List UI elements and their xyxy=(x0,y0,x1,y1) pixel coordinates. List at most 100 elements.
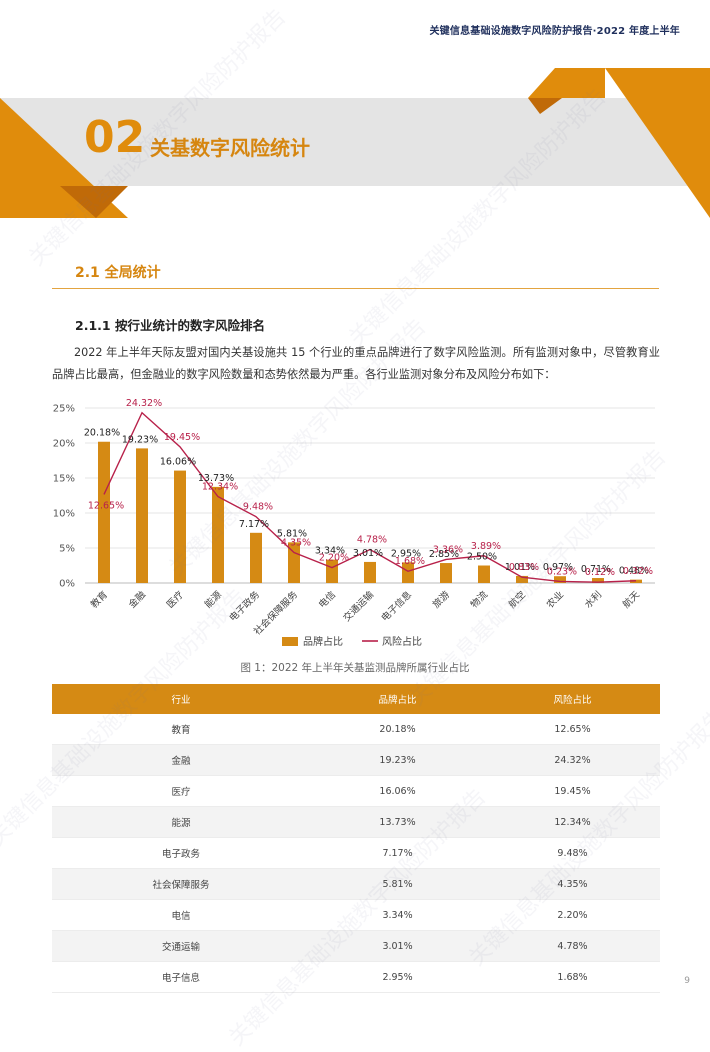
subsection-divider xyxy=(52,288,659,289)
line-value-label: 3.89% xyxy=(471,541,501,552)
line-value-label: 9.48% xyxy=(243,502,273,513)
x-category-label: 物流 xyxy=(468,588,490,610)
x-category-label: 电子信息 xyxy=(379,589,414,624)
bar-brand-share xyxy=(136,448,148,583)
bar-brand-share xyxy=(212,486,224,583)
bar-value-label: 19.23% xyxy=(122,434,158,445)
table-row: 能源 13.73% 12.34% xyxy=(52,806,660,838)
bar-value-label: 13.73% xyxy=(198,473,234,484)
section-title: 关基数字风险统计 xyxy=(150,136,310,160)
industry-cell: 社会保障服务 xyxy=(52,868,311,900)
bar-brand-share xyxy=(592,578,604,583)
y-tick-label: 25% xyxy=(53,404,75,415)
risk-share-cell: 4.78% xyxy=(485,930,660,962)
line-value-label: 4.35% xyxy=(281,538,311,549)
bar-brand-share xyxy=(98,441,110,583)
brand-share-cell: 5.81% xyxy=(310,868,486,900)
table-header-row: 行业 品牌占比 风险占比 xyxy=(52,684,660,714)
bar-brand-share xyxy=(440,563,452,583)
table-header-industry: 行业 xyxy=(52,684,311,714)
line-value-label: 19.45% xyxy=(164,432,200,443)
table-row: 电子政务 7.17% 9.48% xyxy=(52,837,660,869)
brand-share-cell: 3.01% xyxy=(310,930,486,962)
y-tick-label: 5% xyxy=(59,544,75,555)
line-risk-share xyxy=(103,411,637,583)
bar-value-label: 7.17% xyxy=(239,519,269,530)
bar-brand-share xyxy=(250,532,262,583)
industry-cell: 教育 xyxy=(52,714,311,745)
legend-swatch-brand xyxy=(282,637,298,646)
x-category-label: 能源 xyxy=(202,588,224,610)
brand-share-cell: 13.73% xyxy=(310,806,486,838)
table-row: 社会保障服务 5.81% 4.35% xyxy=(52,868,660,900)
bar-value-label: 20.18% xyxy=(84,428,120,439)
x-category-label: 航天 xyxy=(620,588,642,610)
x-category-label: 医疗 xyxy=(164,588,186,610)
line-value-label: 0.12% xyxy=(585,567,615,578)
table-row: 金融 19.23% 24.32% xyxy=(52,744,660,776)
risk-share-cell: 12.65% xyxy=(485,714,660,745)
banner-decoration xyxy=(0,68,710,218)
legend-label-risk: 风险占比 xyxy=(382,635,422,648)
x-category-label: 农业 xyxy=(544,589,566,611)
bar-value-label: 1.01% xyxy=(505,562,535,573)
industry-cell: 交通运输 xyxy=(52,930,311,962)
bar-value-label: 2.50% xyxy=(467,552,497,563)
x-category-label: 金融 xyxy=(126,588,148,610)
bar-brand-share xyxy=(554,576,566,583)
line-value-label: 4.78% xyxy=(357,535,387,546)
brand-share-cell: 16.06% xyxy=(310,775,486,807)
legend-label-brand: 品牌占比 xyxy=(303,635,343,648)
bar-value-label: 16.06% xyxy=(160,457,196,468)
x-category-label: 水利 xyxy=(582,589,604,611)
section-number: 02 xyxy=(84,112,146,163)
line-value-label: 0.23% xyxy=(547,566,577,577)
brand-share-cell: 20.18% xyxy=(310,714,486,745)
table-row: 电子信息 2.95% 1.68% xyxy=(52,961,660,993)
industry-chart: 0% 5% 10% 15% 20% 25% 20.18%19.23% 16.06%13.73%… xyxy=(53,398,655,648)
industry-table: 行业 品牌占比 风险占比 教育 20.18% 12.65% 金融 19.23% 24.32… xyxy=(52,684,660,993)
risk-share-cell: 19.45% xyxy=(485,775,660,807)
line-value-label: 24.32% xyxy=(126,398,162,409)
line-value-label: 1.68% xyxy=(395,556,425,567)
x-category-label: 旅游 xyxy=(430,588,452,610)
subsection-title: 2.1 全局统计 xyxy=(75,265,161,281)
intro-paragraph: 2022 年上半年天际友盟对国内关基设施共 15 个行业的重点品牌进行了数字风险… xyxy=(52,346,660,381)
bar-value-label: 0.48% xyxy=(619,566,649,577)
y-tick-label: 0% xyxy=(59,579,75,590)
risk-share-cell: 4.35% xyxy=(485,868,660,900)
line-value-label: 12.34% xyxy=(202,482,238,493)
risk-share-cell: 12.34% xyxy=(485,806,660,838)
industry-cell: 电子信息 xyxy=(52,961,311,993)
running-header: 关键信息基础设施数字风险防护报告·2022 年度上半年 xyxy=(429,26,680,37)
bar-brand-share xyxy=(402,562,414,583)
bar-value-label: 2.95% xyxy=(391,548,421,559)
y-tick-label: 15% xyxy=(53,474,75,485)
risk-share-cell: 2.20% xyxy=(485,899,660,931)
y-tick-label: 20% xyxy=(53,439,75,450)
table-row: 教育 20.18% 12.65% xyxy=(52,714,660,745)
risk-share-cell: 24.32% xyxy=(485,744,660,776)
industry-cell: 金融 xyxy=(52,744,311,776)
bar-value-label: 2.85% xyxy=(429,549,459,560)
brand-share-cell: 7.17% xyxy=(310,837,486,869)
bar-value-label: 5.81% xyxy=(277,528,307,539)
table-row: 电信 3.34% 2.20% xyxy=(52,899,660,931)
table-row: 医疗 16.06% 19.45% xyxy=(52,775,660,807)
brand-share-cell: 2.95% xyxy=(310,961,486,993)
line-value-label: 2.20% xyxy=(319,553,349,564)
industry-cell: 电子政务 xyxy=(52,837,311,869)
bar-value-label: 0.97% xyxy=(543,562,573,573)
line-value-label: 3.36% xyxy=(433,544,463,555)
page-number: 9 xyxy=(684,976,690,986)
x-category-label: 电信 xyxy=(316,589,338,611)
subsubsection-title: 2.1.1 按行业统计的数字风险排名 xyxy=(75,318,265,333)
line-value-label: 0.83% xyxy=(509,562,539,573)
bar-brand-share xyxy=(288,542,300,583)
bar-value-label: 0.71% xyxy=(581,564,611,575)
x-category-label: 航空 xyxy=(506,589,528,611)
industry-cell: 医疗 xyxy=(52,775,311,807)
x-category-label: 教育 xyxy=(88,589,110,611)
bar-brand-share xyxy=(516,575,528,583)
x-category-label: 电子政务 xyxy=(227,588,263,624)
